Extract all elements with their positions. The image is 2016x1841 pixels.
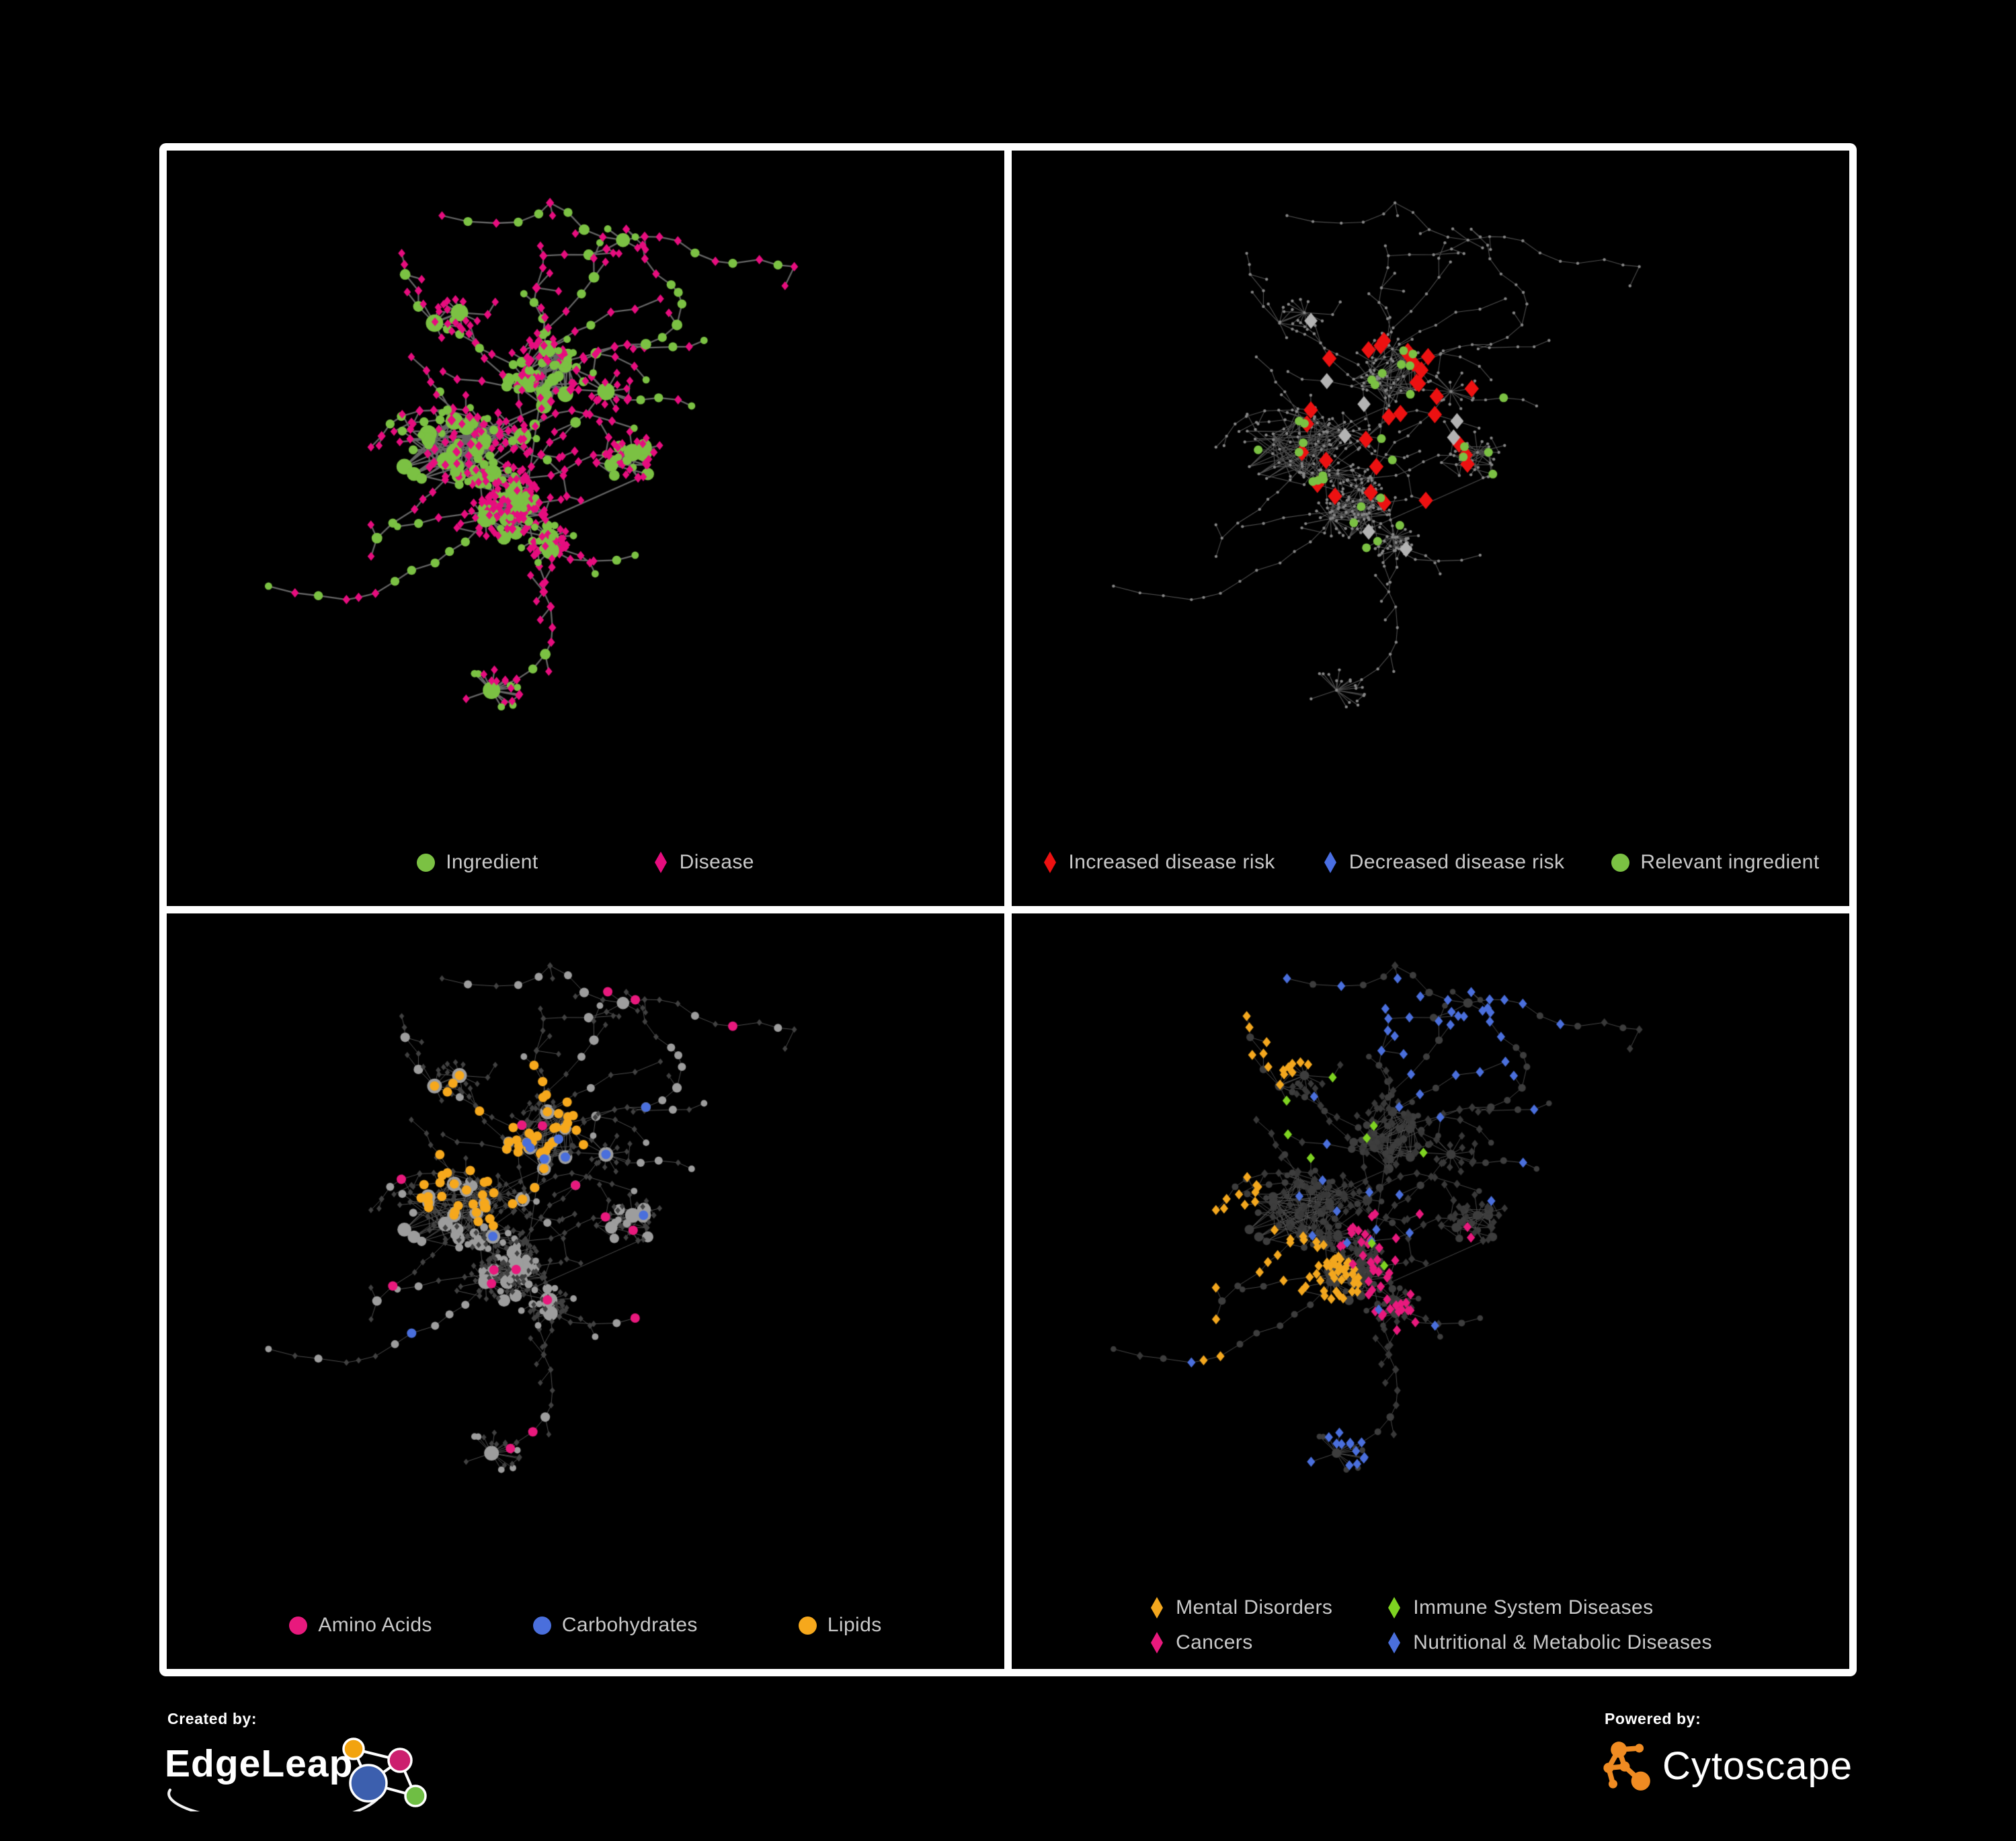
circle-marker-icon: [417, 854, 435, 872]
legend-item-ingredient: Ingredient: [417, 851, 538, 874]
cytoscape-logo-icon: [1601, 1740, 1652, 1791]
footer: Created by: EdgeLeap: [159, 1686, 1857, 1841]
panel-ingredient-disease: Ingredient Disease: [167, 151, 1004, 906]
network-canvas-macronutrients: [167, 913, 1004, 1669]
legend-item-nutritional-metabolic-diseases: Nutritional & Metabolic Diseases: [1386, 1631, 1712, 1654]
diamond-marker-icon: [1322, 852, 1338, 873]
edgeleap-wordmark: EdgeLeap: [165, 1742, 353, 1786]
circle-marker-icon: [1611, 854, 1629, 872]
legend-label: Disease: [680, 851, 754, 874]
legend-label: Relevant ingredient: [1640, 851, 1819, 874]
legend-disease-categories: Mental Disorders Immune System Diseases Ca…: [1012, 1596, 1849, 1654]
legend-label: Increased disease risk: [1069, 851, 1275, 874]
legend-label: Decreased disease risk: [1349, 851, 1565, 874]
legend-item-relevant-ingredient: Relevant ingredient: [1611, 851, 1819, 874]
legend-label: Mental Disorders: [1176, 1596, 1332, 1619]
legend-item-amino-acids: Amino Acids: [289, 1614, 432, 1637]
diamond-marker-icon: [1149, 1632, 1165, 1653]
circle-marker-icon: [799, 1617, 817, 1635]
legend-label: Carbohydrates: [562, 1614, 698, 1637]
diamond-marker-icon: [1386, 1597, 1402, 1619]
legend-label: Lipids: [828, 1614, 882, 1637]
legend-item-decreased-disease-risk: Decreased disease risk: [1322, 851, 1565, 874]
edgeleap-brand-row: EdgeLeap: [163, 1732, 459, 1811]
diamond-marker-icon: [1149, 1597, 1165, 1619]
legend-disease-risk: Increased disease risk Decreased disease …: [1012, 851, 1849, 874]
panel-disease-risk: Increased disease risk Decreased disease …: [1012, 151, 1849, 906]
legend-ingredient-disease: Ingredient Disease: [167, 851, 1004, 874]
legend-item-increased-disease-risk: Increased disease risk: [1042, 851, 1275, 874]
legend-item-mental-disorders: Mental Disorders: [1149, 1596, 1332, 1619]
legend-item-carbohydrates: Carbohydrates: [533, 1614, 698, 1637]
diamond-marker-icon: [1386, 1632, 1402, 1653]
legend-label: Cancers: [1176, 1631, 1253, 1654]
network-canvas-ingredient-disease: [167, 151, 1004, 906]
cytoscape-brand-row: Cytoscape: [1601, 1732, 1853, 1799]
legend-label: Nutritional & Metabolic Diseases: [1413, 1631, 1712, 1654]
network-canvas-disease-categories: [1012, 913, 1849, 1669]
legend-item-lipids: Lipids: [799, 1614, 882, 1637]
circle-marker-icon: [289, 1617, 307, 1635]
network-canvas-disease-risk: [1012, 151, 1849, 906]
legend-macronutrients: Amino Acids Carbohydrates Lipids: [167, 1614, 1004, 1637]
edgeleap-credit: Created by: EdgeLeap: [163, 1710, 459, 1811]
created-by-label: Created by:: [167, 1710, 459, 1728]
diamond-marker-icon: [653, 852, 669, 873]
legend-item-disease: Disease: [653, 851, 754, 874]
legend-label: Amino Acids: [318, 1614, 432, 1637]
legend-label: Ingredient: [446, 851, 538, 874]
panel-macronutrients: Amino Acids Carbohydrates Lipids: [167, 913, 1004, 1669]
legend-item-immune-system-diseases: Immune System Diseases: [1386, 1596, 1653, 1619]
legend-item-cancers: Cancers: [1149, 1631, 1253, 1654]
diamond-marker-icon: [1042, 852, 1058, 873]
circle-marker-icon: [533, 1617, 551, 1635]
legend-label: Immune System Diseases: [1413, 1596, 1653, 1619]
cytoscape-credit: Powered by:: [1601, 1710, 1853, 1799]
powered-by-label: Powered by:: [1605, 1710, 1853, 1728]
panels-grid: Ingredient Disease Increased disease risk…: [159, 143, 1857, 1676]
cytoscape-wordmark: Cytoscape: [1662, 1744, 1853, 1789]
panel-disease-categories: Mental Disorders Immune System Diseases Ca…: [1012, 913, 1849, 1669]
